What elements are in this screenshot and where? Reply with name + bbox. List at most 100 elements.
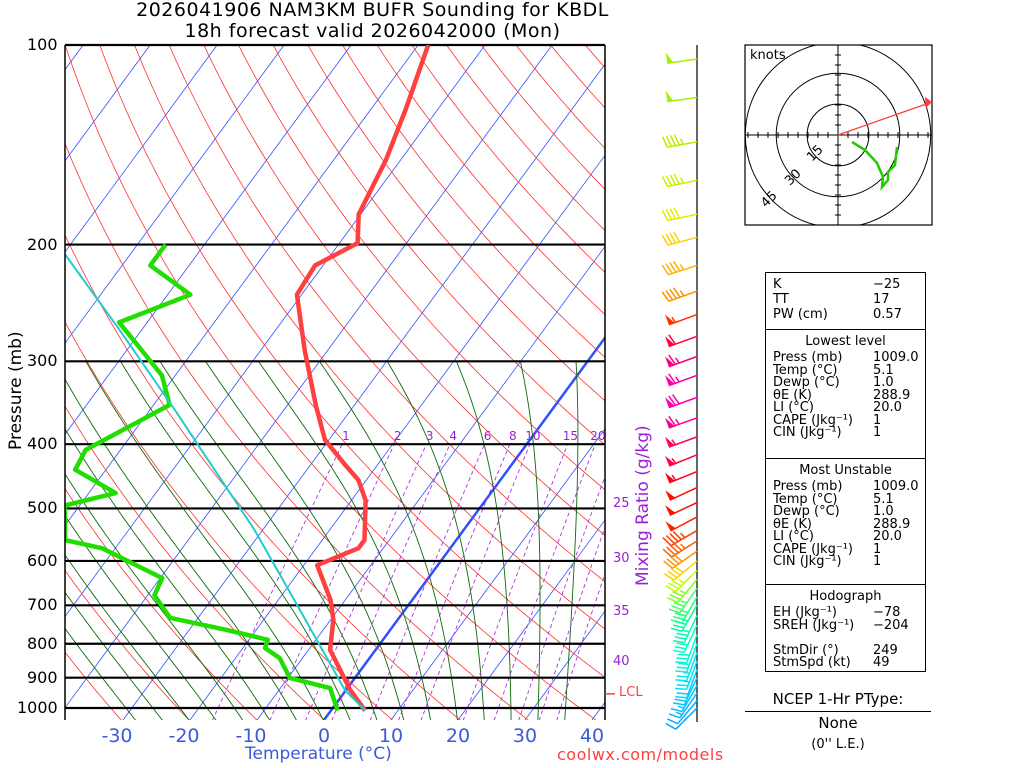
stats-row: StmDir (°) 249 [766,642,925,658]
isotherm-line [65,45,553,709]
wind-barb [661,287,698,302]
isotherm-line [189,154,605,720]
stats-value: 288.9 [873,516,911,532]
mixing-ratio-tick-label: 3 [425,429,434,443]
isotherm-line [322,335,605,720]
mixing-ratio-line [420,443,531,720]
dry-adiabat-line [480,45,605,190]
hodograph-trace [851,140,899,191]
stats-section-header: Most Unstable [799,463,892,478]
temperature-tick-label: -30 [101,725,133,747]
stats-row: Dewp (°C) 1.0 [766,376,925,390]
stats-value: 1009.0 [873,350,919,365]
wind-barb [665,569,698,593]
stats-row: Press (mb) 1009.0 [766,350,925,365]
wind-barb [665,90,698,103]
temperature-tick-label: 0 [317,725,331,747]
mixing-ratio-line [269,443,395,720]
temperature-tick-label: 40 [579,725,605,747]
stats-row: θE (K) 288.9 [766,516,925,532]
temperature-profile-line [294,45,431,712]
dewpoint-profile-line [65,243,340,712]
ptype-header: NCEP 1-Hr PType: [772,690,904,708]
wind-barb [665,354,698,368]
mixing-ratio-tick-label: 20 [590,429,606,443]
moist-adiabat-line [65,591,163,720]
wind-barb [665,454,698,467]
temperature-tick-label: 30 [512,725,538,747]
stats-value: 1 [873,554,882,569]
dry-adiabat-line [65,569,190,720]
pressure-tick-label: 400 [27,434,58,454]
wind-barb [662,529,698,547]
mixing-ratio-tick-label: 4 [449,429,458,443]
pressure-tick-label: 300 [27,351,58,371]
dry-adiabat-line [307,45,605,402]
stats-lowest-level-section: Lowest level Press (mb) 1009.0 Temp (°C) 5.1… [766,330,925,459]
stats-row: θE (K) 288.9 [766,387,925,403]
stats-value: 1.0 [873,504,894,519]
mixing-ratio-tick-label: 2 [393,429,402,443]
moist-adiabat-line [65,378,297,720]
stats-value: 1 [873,541,882,557]
x-axis-label: Temperature (°C) [245,744,392,764]
wind-barb [664,560,698,581]
stats-label: LI (°C) [773,529,814,544]
wind-barb [665,313,698,326]
stats-label: K [773,277,782,292]
isotherm-line [65,45,486,618]
mixing-ratio-tick-label: 8 [508,429,517,443]
adiabat-label: 25 [613,496,630,511]
pressure-tick-label: 1000 [17,698,58,717]
pressure-tick-label: 200 [27,234,58,254]
stats-label: θE (K) [773,387,812,403]
stats-value: 249 [873,642,898,658]
stats-value: −204 [873,617,909,633]
stats-label: TT [773,292,789,307]
dry-adiabat-line [446,45,605,232]
dry-adiabat-line [99,45,605,678]
stats-row: Press (mb) 1009.0 [766,480,925,494]
dry-adiabat-line [65,142,529,720]
hodograph [745,45,932,225]
moist-adiabat-line [85,361,324,720]
dry-adiabat-line [376,45,605,316]
dry-adiabat-line [65,488,258,720]
stats-value: 5.1 [873,491,894,507]
temperature-tick-label: 10 [378,725,404,747]
stats-value: 1 [873,412,882,428]
moist-adiabat-line [159,361,378,720]
wind-barb [665,436,698,448]
wind-barb [665,516,698,532]
adiabat-label: 35 [613,604,630,619]
dry-adiabat-line [65,45,597,720]
storm-motion-arrowhead [925,97,932,108]
stats-label: CIN (Jkg⁻¹) [773,554,842,569]
credit-link[interactable]: coolwx.com/models [557,745,724,764]
parcel-profile-line [65,253,366,712]
mixing-ratio-line [305,443,427,720]
isotherm-line [65,45,352,435]
wind-barb [668,587,698,614]
moist-adiabat-line [564,361,579,720]
stats-row: LI (°C) 20.0 [766,529,925,544]
mixing-ratio-line [538,526,605,720]
wind-barb [665,707,698,730]
y-axis-label: Pressure (mb) [6,331,26,450]
stats-value: 20.0 [873,400,902,415]
wind-barb [661,173,698,188]
stats-label: PW (cm) [773,307,828,322]
temperature-tick-label: 20 [445,725,471,747]
moist-adiabat-line [65,473,244,720]
stats-indices-section: K −25 TT 17 PW (cm) 0.57 [766,273,925,330]
hodograph-ring-label: 45 [758,189,780,211]
stats-label: θE (K) [773,516,812,532]
pressure-tick-label: 800 [27,633,58,653]
temperature-tick-label: -20 [168,725,200,747]
stats-label: SREH (Jkg⁻¹) [773,617,855,633]
mixing-ratio-tick-label: 1 [342,429,350,443]
wind-barb [672,615,698,644]
ptype-amount: (0'' L.E.) [811,737,865,752]
hodograph-ring-label: 15 [804,143,826,165]
adiabat-label: 30 [613,551,630,566]
